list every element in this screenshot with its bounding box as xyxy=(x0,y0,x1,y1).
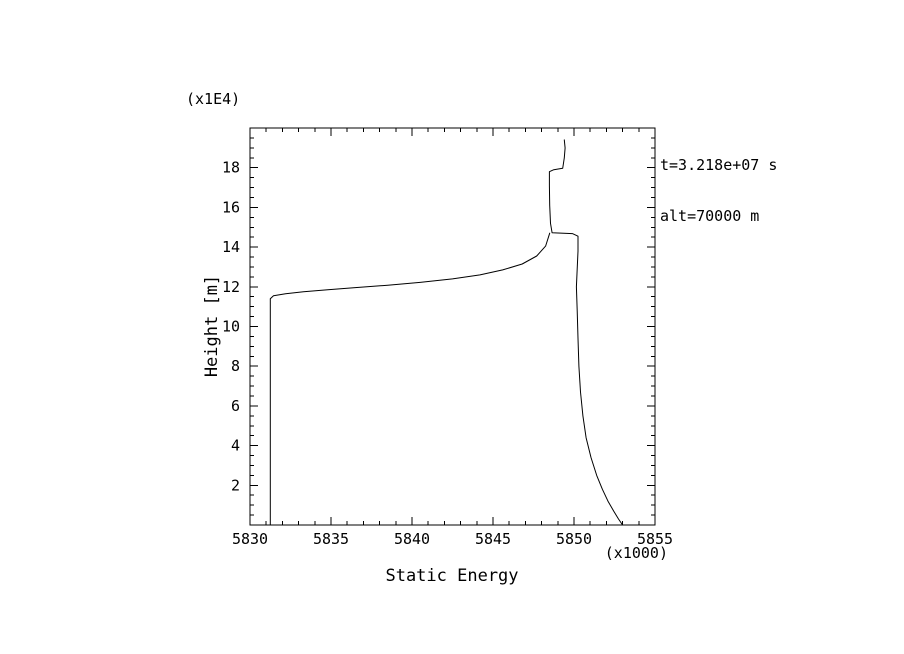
y-tick-label: 16 xyxy=(222,198,240,216)
x-tick-label: 5845 xyxy=(475,530,511,548)
y-tick-label: 4 xyxy=(231,437,240,455)
x-tick-label: 5850 xyxy=(556,530,592,548)
y-tick-label: 10 xyxy=(222,318,240,336)
y-axis-scale-note: (x1E4) xyxy=(186,90,241,108)
x-tick-label: 5830 xyxy=(232,530,268,548)
x-axis-title: Static Energy xyxy=(385,566,519,586)
x-tick-label: 5835 xyxy=(313,530,349,548)
y-tick-label: 8 xyxy=(231,357,240,375)
y-tick-label: 2 xyxy=(231,476,240,494)
annotation-time: t=3.218e+07 s xyxy=(660,156,778,174)
annotation-block: t=3.218e+07 s alt=70000 m xyxy=(660,123,777,259)
plot-frame xyxy=(249,127,656,526)
y-tick-label: 14 xyxy=(222,238,240,256)
series-static-energy-profile xyxy=(548,139,624,526)
y-axis-title: Height [m] xyxy=(202,274,222,378)
x-axis-scale-note: (x1000) xyxy=(604,544,668,562)
y-tick-label: 6 xyxy=(231,397,240,415)
y-tick-label: 12 xyxy=(222,278,240,296)
series-left-branch-profile xyxy=(269,232,551,526)
x-tick-label: 5855 xyxy=(637,530,673,548)
y-tick-label: 18 xyxy=(222,159,240,177)
x-tick-label: 5840 xyxy=(394,530,430,548)
annotation-altitude: alt=70000 m xyxy=(660,207,760,225)
